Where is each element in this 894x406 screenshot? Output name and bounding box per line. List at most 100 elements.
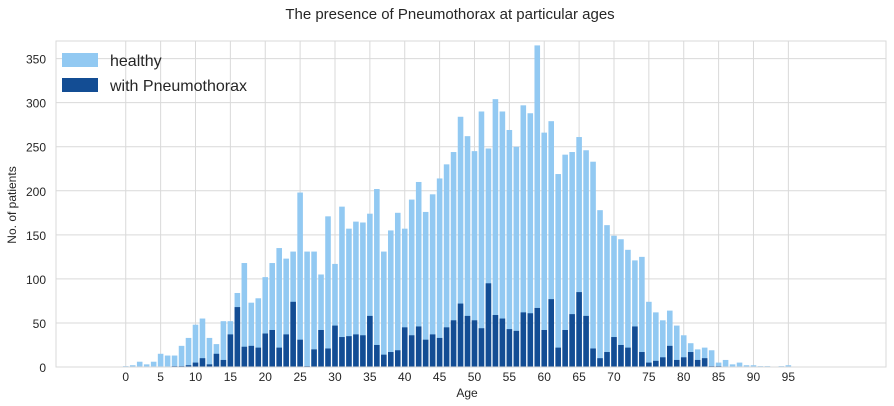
bar-pneumothorax (548, 299, 554, 367)
y-tick-label: 350 (26, 53, 46, 67)
bar-pneumothorax (555, 347, 561, 367)
bar-healthy (394, 212, 401, 367)
bar-pneumothorax (673, 359, 680, 367)
x-tick-labels: 0 5 10 15 20 25 30 35 40 45 50 55 60 65 70 75 80 85 90 95 (122, 370, 795, 384)
bar-pneumothorax (450, 320, 457, 367)
bar-healthy (192, 324, 199, 367)
bar-healthy (492, 99, 499, 367)
x-tick-label: 15 (224, 370, 238, 384)
bar-healthy (722, 359, 729, 367)
bar-pneumothorax (220, 359, 227, 367)
bar-healthy (171, 355, 178, 367)
bar-pneumothorax (269, 329, 276, 367)
bar-healthy (429, 194, 436, 367)
axes-frame (55, 40, 887, 368)
bar-pneumothorax (527, 313, 534, 367)
bar-healthy (206, 337, 213, 367)
x-tick-label: 10 (189, 370, 203, 384)
bar-pneumothorax (374, 344, 380, 367)
bar-pneumothorax (206, 364, 213, 367)
bar-pneumothorax (429, 334, 436, 367)
bar-pneumothorax (457, 303, 464, 367)
legend-swatch-pneumothorax (62, 78, 98, 92)
bar-healthy (150, 361, 157, 367)
x-tick-label: 60 (538, 370, 552, 384)
bar-pneumothorax (680, 357, 687, 367)
bar-healthy (673, 325, 680, 367)
bar-healthy (353, 221, 359, 367)
y-tick-label: 0 (39, 361, 46, 375)
x-tick-label: 50 (468, 370, 482, 384)
x-tick-label: 0 (122, 370, 129, 384)
bar-pneumothorax (213, 353, 220, 367)
bar-healthy (304, 251, 310, 367)
bar-healthy (262, 277, 269, 367)
bar-pneumothorax (381, 354, 387, 367)
bar-pneumothorax (625, 347, 631, 367)
bar-pneumothorax (325, 348, 331, 367)
bar-pneumothorax (360, 335, 366, 367)
bar-pneumothorax (492, 315, 499, 367)
bar-healthy (381, 251, 387, 367)
x-tick-label: 40 (398, 370, 412, 384)
plot-frame (55, 40, 887, 368)
bar-pneumothorax (701, 358, 708, 367)
bar-pneumothorax (660, 357, 666, 367)
bar-healthy (248, 302, 255, 367)
legend-swatch-healthy (62, 53, 98, 67)
bar-healthy (143, 364, 150, 367)
bar-pneumothorax (534, 307, 541, 367)
bar-pneumothorax (694, 359, 701, 367)
bar-healthy (597, 210, 603, 367)
bar-pneumothorax (318, 329, 324, 367)
bar-healthy (436, 178, 443, 367)
bar-pneumothorax (339, 337, 345, 367)
x-tick-label: 80 (677, 370, 691, 384)
bar-healthy (569, 152, 575, 367)
bar-healthy (255, 298, 262, 367)
x-tick-label: 90 (747, 370, 761, 384)
bar-healthy (736, 362, 743, 367)
bar-pneumothorax (576, 292, 582, 367)
bar-pneumothorax (290, 301, 296, 367)
bar-pneumothorax (185, 365, 192, 367)
bar-pneumothorax (394, 350, 401, 367)
bar-healthy (360, 222, 366, 367)
bar-healthy (680, 335, 687, 367)
bar-pneumothorax (653, 360, 659, 367)
bar-pneumothorax (464, 315, 471, 367)
bar-pneumothorax (388, 352, 394, 367)
bar-pneumothorax (513, 330, 520, 367)
bar-pneumothorax (311, 349, 317, 367)
bar-healthy (367, 213, 373, 367)
bar-pneumothorax (436, 337, 443, 367)
bar-healthy (220, 321, 227, 367)
bar-healthy (499, 111, 506, 368)
bar-healthy (660, 320, 666, 367)
bar-healthy (618, 239, 624, 367)
bar-healthy (471, 151, 478, 367)
bar-healthy (548, 121, 554, 367)
bar-healthy (527, 113, 534, 367)
bar-pneumothorax (520, 312, 527, 367)
bar-pneumothorax (248, 345, 255, 367)
bar-healthy (646, 301, 652, 367)
bar-healthy (583, 150, 589, 367)
y-tick-label: 150 (26, 229, 46, 243)
chart-title: The presence of Pneumothorax at particul… (285, 6, 614, 23)
x-tick-label: 70 (607, 370, 621, 384)
bar-pneumothorax (611, 337, 617, 367)
y-axis-label: No. of patients (5, 166, 19, 243)
bar-healthy (576, 137, 582, 367)
bar-pneumothorax (590, 348, 596, 367)
legend: healthy with Pneumothorax (62, 53, 247, 95)
bar-healthy (332, 263, 338, 367)
y-tick-label: 200 (26, 185, 46, 199)
y-tick-label: 300 (26, 97, 46, 111)
bar-healthy (785, 365, 792, 367)
bar-pneumothorax (262, 333, 269, 367)
bar-healthy (401, 228, 408, 367)
bar-healthy (534, 45, 541, 368)
bar-pneumothorax (471, 320, 478, 367)
bar-healthy (318, 274, 324, 367)
